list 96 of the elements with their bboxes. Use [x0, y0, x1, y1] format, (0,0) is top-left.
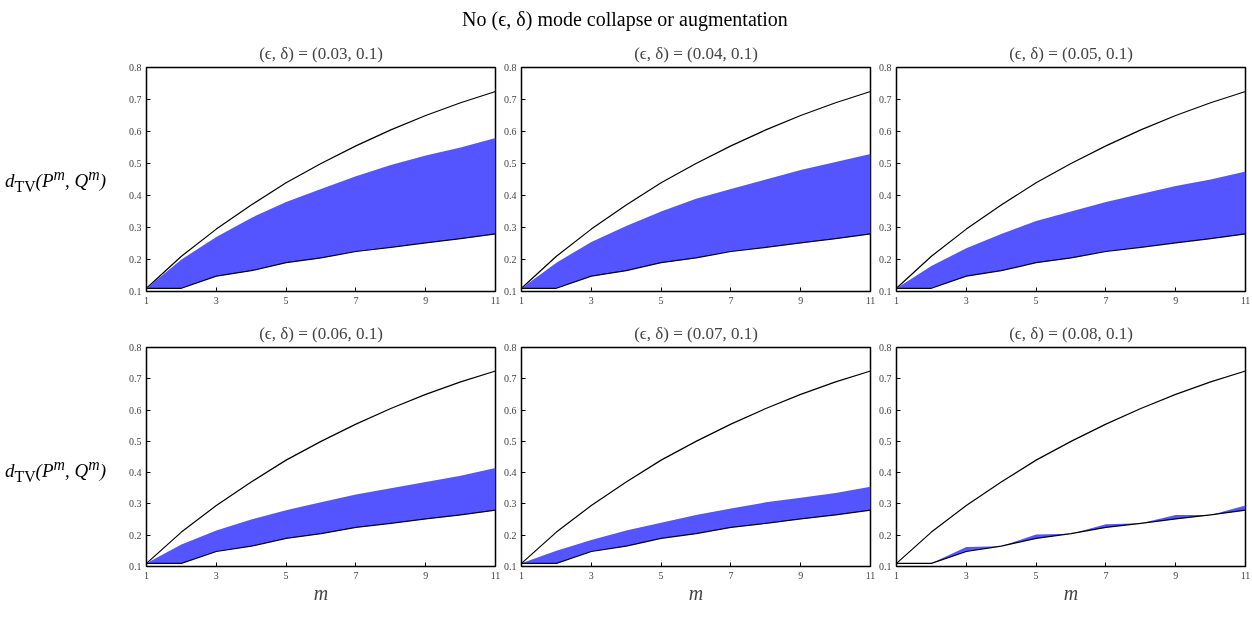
x-tick-label: 7 — [353, 569, 359, 581]
y-tick-label: 0.7 — [879, 373, 892, 385]
y-tick-label: 0.4 — [879, 190, 892, 201]
y-tick-label: 0.4 — [504, 190, 517, 201]
x-tick-label: 9 — [798, 294, 804, 306]
x-tick-label: 1 — [894, 294, 899, 306]
x-tick-label: 5 — [658, 294, 664, 306]
y-tick-label: 0.6 — [129, 404, 142, 416]
y-tick-label: 0.1 — [879, 286, 892, 297]
y-tick-label: 0.4 — [129, 467, 142, 479]
x-tick-label: 5 — [283, 569, 289, 581]
x-tick-label: 5 — [658, 569, 664, 581]
x-tick-label: 9 — [1173, 294, 1179, 306]
y-tick-label: 0.7 — [504, 94, 517, 105]
x-tick-label: 5 — [1033, 569, 1039, 581]
y-tick-label: 0.3 — [129, 498, 142, 510]
chart-title: (ϵ, δ) = (0.06, 0.1) — [259, 323, 383, 343]
chart-title: (ϵ, δ) = (0.05, 0.1) — [1009, 43, 1133, 63]
y-tick-label: 0.8 — [879, 62, 892, 73]
x-tick-label: 3 — [213, 294, 219, 306]
x-axis-title: m — [1063, 581, 1079, 604]
x-tick-label: 9 — [798, 569, 804, 581]
x-tick-label: 7 — [728, 569, 734, 581]
y-tick-label: 0.2 — [504, 529, 517, 541]
y-tick-label: 0.5 — [879, 435, 892, 447]
y-tick-label: 0.1 — [129, 561, 142, 572]
chart-title: (ϵ, δ) = (0.03, 0.1) — [259, 43, 383, 63]
x-tick-label: 7 — [1103, 294, 1109, 306]
x-tick-label: 11 — [865, 294, 876, 306]
y-tick-label: 0.3 — [879, 222, 892, 233]
y-tick-label: 0.8 — [129, 342, 142, 353]
chart-title: (ϵ, δ) = (0.04, 0.1) — [634, 43, 758, 63]
x-tick-label: 3 — [213, 569, 219, 581]
y-tick-label: 0.7 — [504, 373, 517, 385]
y-tick-label: 0.6 — [879, 126, 892, 137]
x-tick-label: 3 — [588, 569, 594, 581]
y-tick-label: 0.8 — [129, 62, 142, 73]
x-tick-label: 5 — [283, 294, 289, 306]
y-tick-label: 0.5 — [129, 158, 142, 169]
x-tick-label: 1 — [144, 569, 149, 581]
x-tick-label: 3 — [963, 569, 969, 581]
x-tick-label: 3 — [588, 294, 594, 306]
y-tick-label: 0.3 — [129, 222, 142, 233]
y-tick-label: 0.8 — [504, 342, 517, 353]
x-tick-label: 1 — [144, 294, 149, 306]
y-tick-label: 0.1 — [129, 286, 142, 297]
y-tick-label: 0.4 — [129, 190, 142, 201]
x-tick-label: 3 — [963, 294, 969, 306]
y-tick-label: 0.8 — [879, 342, 892, 353]
y-tick-label: 0.3 — [504, 222, 517, 233]
y-tick-label: 0.7 — [129, 373, 142, 385]
y-tick-label: 0.5 — [504, 435, 517, 447]
y-tick-label: 0.1 — [879, 561, 892, 572]
y-tick-label: 0.2 — [504, 254, 517, 265]
x-tick-label: 11 — [865, 569, 876, 581]
x-tick-label: 7 — [1103, 569, 1109, 581]
x-tick-label: 9 — [1173, 569, 1179, 581]
x-axis-title: m — [688, 581, 704, 604]
y-tick-label: 0.6 — [504, 126, 517, 137]
y-tick-label: 0.3 — [504, 498, 517, 510]
y-tick-label: 0.4 — [879, 467, 892, 479]
y-tick-label: 0.2 — [129, 529, 142, 541]
y-tick-label: 0.3 — [879, 498, 892, 510]
y-tick-label: 0.2 — [129, 254, 142, 265]
y-tick-label: 0.8 — [504, 62, 517, 73]
y-tick-label: 0.1 — [504, 561, 517, 572]
y-tick-label: 0.4 — [504, 467, 517, 479]
y-tick-label: 0.6 — [129, 126, 142, 137]
y-tick-label: 0.5 — [879, 158, 892, 169]
y-tick-label: 0.2 — [879, 254, 892, 265]
y-axis-title: d$_{TV}$(P$^{m}$, Q$^{m}$) — [5, 165, 106, 198]
chart-title: (ϵ, δ) = (0.08, 0.1) — [1009, 323, 1133, 343]
x-tick-label: 9 — [423, 294, 429, 306]
y-tick-label: 0.6 — [879, 404, 892, 416]
chart-title: (ϵ, δ) = (0.07, 0.1) — [634, 323, 758, 343]
x-tick-label: 7 — [353, 294, 359, 306]
x-tick-label: 7 — [728, 294, 734, 306]
x-axis-title: m — [313, 581, 329, 604]
x-tick-label: 11 — [1240, 294, 1251, 306]
x-tick-label: 1 — [519, 294, 524, 306]
x-tick-label: 5 — [1033, 294, 1039, 306]
x-tick-label: 11 — [490, 294, 501, 306]
y-tick-label: 0.5 — [129, 435, 142, 447]
y-tick-label: 0.7 — [879, 94, 892, 105]
x-tick-label: 9 — [423, 569, 429, 581]
text: No (ϵ, δ) mode collapse or augmentation — [461, 7, 789, 33]
y-tick-label: 0.7 — [129, 94, 142, 105]
y-tick-label: 0.6 — [504, 404, 517, 416]
y-axis-title: d$_{TV}$(P$^{m}$, Q$^{m}$) — [5, 455, 106, 488]
y-tick-label: 0.1 — [504, 286, 517, 297]
x-tick-label: 11 — [490, 569, 501, 581]
x-tick-label: 1 — [894, 569, 899, 581]
y-tick-label: 0.2 — [879, 529, 892, 541]
x-tick-label: 1 — [519, 569, 524, 581]
y-tick-label: 0.5 — [504, 158, 517, 169]
x-tick-label: 11 — [1240, 569, 1251, 581]
